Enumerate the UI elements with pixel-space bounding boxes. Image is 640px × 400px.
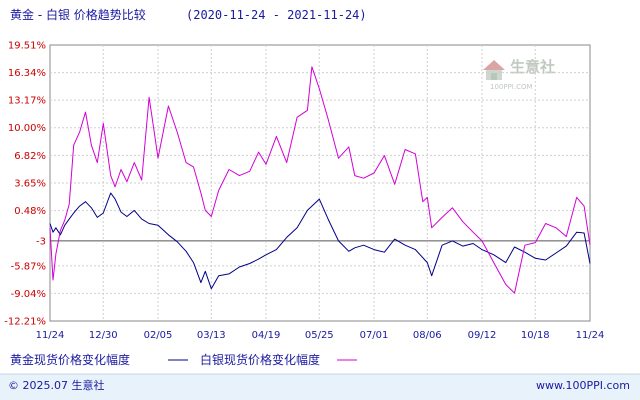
series-line-gold bbox=[49, 192, 591, 290]
footer-bar bbox=[0, 374, 640, 400]
y-tick-label: 16.34% bbox=[8, 68, 46, 79]
x-tick-label: 04/19 bbox=[252, 330, 281, 341]
y-tick-label: 3.65% bbox=[14, 179, 46, 190]
footer-copyright: © 2025.07 生意社 bbox=[8, 378, 104, 392]
x-tick-label: 10/18 bbox=[521, 330, 550, 341]
series-layer bbox=[49, 66, 591, 294]
x-tick-label: 05/25 bbox=[305, 330, 334, 341]
footer-site-link[interactable]: www.100PPI.com bbox=[536, 379, 630, 392]
y-axis-ticks: 19.51% 16.34% 13.17% 10.00% 6.82% 3.65% 0.48% -… bbox=[4, 41, 46, 328]
watermark-site: 100PPI.COM bbox=[490, 83, 533, 91]
y-tick-label: -9.04% bbox=[11, 289, 46, 300]
x-tick-label: 08/06 bbox=[413, 330, 442, 341]
grid-layer bbox=[50, 45, 590, 321]
x-tick-label: 11/24 bbox=[36, 330, 65, 341]
x-tick-label: 09/12 bbox=[468, 330, 497, 341]
watermark: 生意社 100PPI.COM bbox=[483, 58, 555, 91]
y-tick-label: 10.00% bbox=[8, 123, 46, 134]
y-tick-label: -3 bbox=[36, 236, 46, 247]
chart-title: 黄金 - 白银 价格趋势比较 bbox=[10, 7, 146, 22]
y-tick-label: 19.51% bbox=[8, 41, 46, 52]
x-tick-label: 12/30 bbox=[89, 330, 118, 341]
x-tick-label: 07/01 bbox=[360, 330, 389, 341]
x-axis-ticks: 11/24 12/30 02/05 03/13 04/19 05/25 07/01 08/06… bbox=[36, 330, 605, 341]
legend: 黄金现货价格变化幅度 白银现货价格变化幅度 bbox=[10, 352, 357, 367]
series-line-silver bbox=[49, 66, 591, 294]
y-tick-label: 0.48% bbox=[14, 206, 46, 217]
y-tick-label: 6.82% bbox=[14, 151, 46, 162]
legend-label-silver: 白银现货价格变化幅度 bbox=[200, 352, 320, 367]
y-tick-label: -5.87% bbox=[11, 261, 46, 272]
y-tick-label: -12.21% bbox=[4, 317, 46, 328]
x-tick-label: 11/24 bbox=[576, 330, 605, 341]
watermark-house-icon bbox=[483, 60, 505, 80]
watermark-brand: 生意社 bbox=[510, 58, 555, 76]
x-tick-label: 02/05 bbox=[144, 330, 173, 341]
y-tick-label: 13.17% bbox=[8, 96, 46, 107]
legend-label-gold: 黄金现货价格变化幅度 bbox=[10, 352, 130, 367]
x-tick-label: 03/13 bbox=[197, 330, 226, 341]
chart-date-range: (2020-11-24 - 2021-11-24) bbox=[186, 8, 367, 22]
